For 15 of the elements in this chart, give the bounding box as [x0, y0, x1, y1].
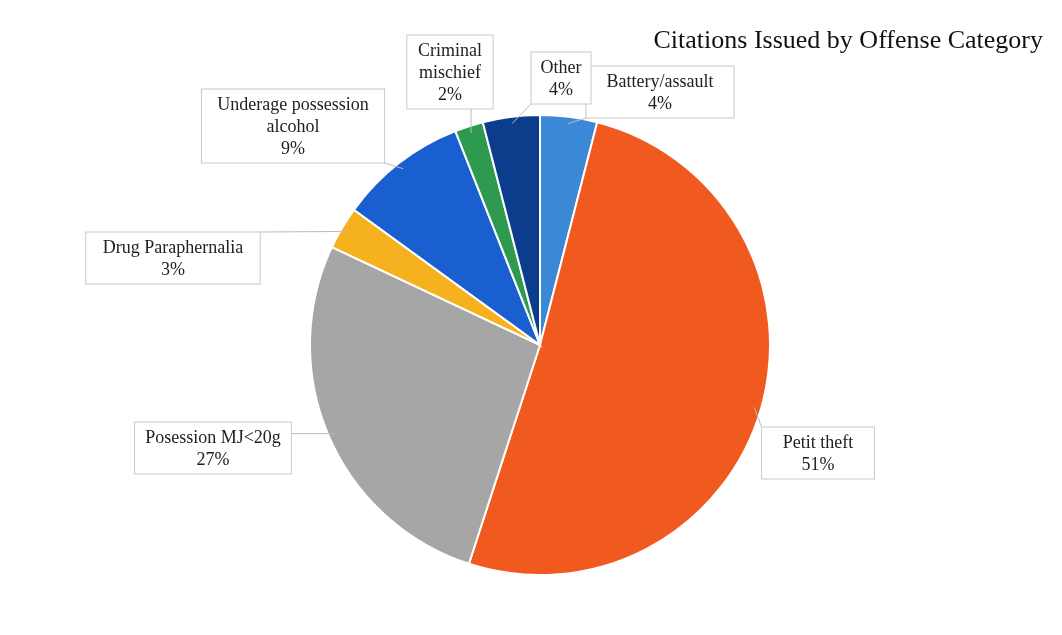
slice-label: Petit theft [782, 432, 854, 452]
data-label: 27% [196, 449, 230, 469]
slice-label: Other [540, 57, 582, 77]
slice-label: Underage possession alcohol [217, 94, 369, 136]
data-label: 3% [161, 259, 185, 279]
slice-label: Criminal mischief [418, 40, 482, 82]
slice-label: Battery/assault [606, 71, 714, 91]
slice-label: Posession MJ<20g [145, 427, 281, 447]
data-label: 4% [648, 93, 672, 113]
data-label: 4% [549, 79, 573, 99]
chart-title: Citations Issued by Offense Category [653, 25, 1043, 54]
slice-label: Drug Paraphernalia [102, 237, 244, 257]
data-label: 9% [281, 138, 305, 158]
data-label: 51% [801, 454, 835, 474]
data-label: 2% [438, 84, 462, 104]
